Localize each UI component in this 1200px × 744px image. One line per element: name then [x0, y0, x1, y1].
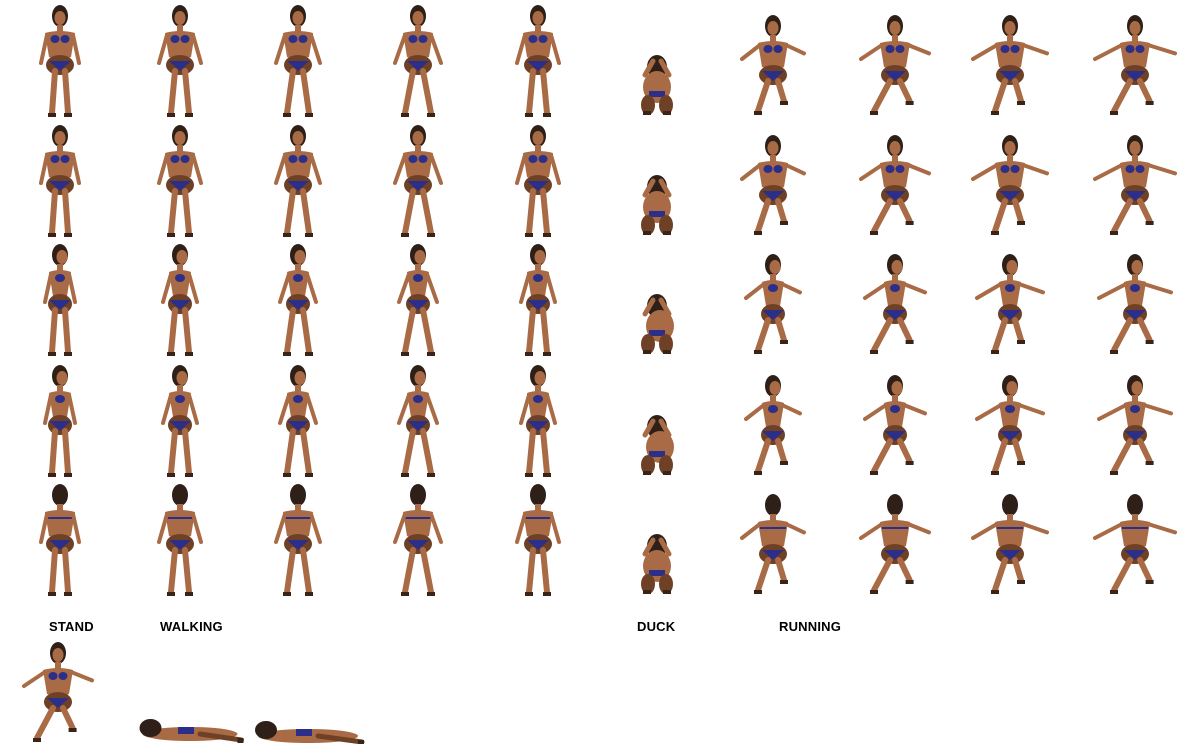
- walking-frame: [519, 365, 557, 477]
- walking-frame: [278, 244, 318, 356]
- running-frame: [1097, 254, 1173, 354]
- running-frame: [1093, 15, 1177, 115]
- walking-frame: [393, 484, 443, 596]
- stand-frame: [39, 5, 81, 117]
- running-frame: [744, 375, 802, 475]
- running-frame: [859, 15, 931, 115]
- walking-frame: [274, 125, 322, 237]
- fall-frame: [22, 642, 94, 742]
- stand-frame: [39, 484, 81, 596]
- walking-frame: [515, 484, 561, 596]
- running-frame: [740, 494, 806, 594]
- walking-frame: [274, 484, 322, 596]
- walking-frame: [393, 125, 443, 237]
- fall-frame: [255, 721, 365, 744]
- walking-frame: [515, 5, 561, 117]
- running-frame: [740, 15, 806, 115]
- walking-frame: [397, 365, 439, 477]
- walking-frame: [397, 244, 439, 356]
- walking-frame: [278, 365, 318, 477]
- running-frame: [744, 254, 802, 354]
- duck-frame: [641, 415, 674, 475]
- duck-label: DUCK: [637, 619, 676, 634]
- running-frame: [863, 375, 927, 475]
- running-frame: [859, 494, 931, 594]
- running-frame: [971, 135, 1049, 235]
- walking-frame: [393, 5, 443, 117]
- stand-frame: [43, 244, 77, 356]
- walking-frame: [274, 5, 322, 117]
- running-frame: [1097, 375, 1173, 475]
- walking-frame: [157, 125, 203, 237]
- duck-frame: [641, 55, 673, 115]
- duck-frame: [641, 534, 673, 594]
- walking-frame: [515, 125, 561, 237]
- running-frame: [1093, 135, 1177, 235]
- walking-frame: [157, 484, 203, 596]
- running-frame: [863, 254, 927, 354]
- stand-frame: [39, 125, 81, 237]
- running-frame: [975, 375, 1045, 475]
- running-label: RUNNING: [779, 619, 842, 634]
- running-frame: [1093, 494, 1177, 594]
- walking-label: WALKING: [160, 619, 223, 634]
- fall-frame: [139, 719, 244, 743]
- running-frame: [975, 254, 1045, 354]
- stand-label: STAND: [49, 619, 94, 634]
- walking-frame: [161, 365, 199, 477]
- walking-frame: [157, 5, 203, 117]
- stand-frame: [43, 365, 77, 477]
- running-frame: [740, 135, 806, 235]
- running-frame: [971, 15, 1049, 115]
- running-frame: [971, 494, 1049, 594]
- walking-frame: [161, 244, 199, 356]
- duck-frame: [641, 175, 673, 235]
- running-frame: [859, 135, 931, 235]
- walking-frame: [519, 244, 557, 356]
- duck-frame: [641, 294, 674, 354]
